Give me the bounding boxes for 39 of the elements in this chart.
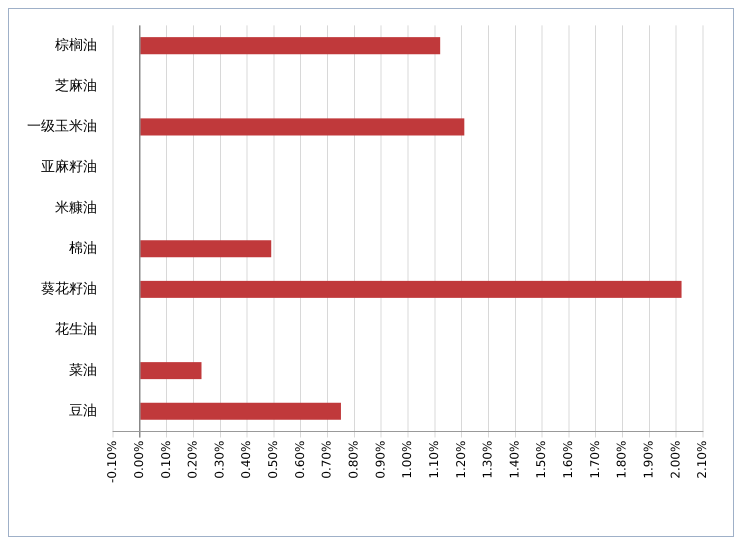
x-tick-label: 1.70% [588,440,602,479]
x-tick-label: 1.20% [454,440,468,479]
x-tick-label: 1.40% [507,440,522,479]
bar [140,240,272,258]
y-tick-label: 棉油 [69,240,97,256]
y-tick-label: 一级玉米油 [27,118,97,135]
bar [140,402,341,420]
y-tick-label: 芝麻油 [55,78,97,94]
y-tick-label: 花生油 [55,322,97,338]
y-tick-label: 豆油 [69,402,97,419]
x-tick-label: 0.50% [266,440,280,479]
x-tick-label: 1.80% [614,440,629,479]
x-tick-label: 1.90% [641,440,656,479]
bar [140,362,202,380]
x-tick-label: 0.90% [373,440,388,479]
x-tick-label: 0.00% [132,440,146,479]
x-tick-label: 0.80% [346,440,360,479]
y-tick-label: 菜油 [69,362,97,378]
x-tick-label: 0.20% [186,440,200,479]
bar [140,280,682,298]
x-tick-label: 1.60% [561,440,576,479]
x-tick-label: 2.10% [695,440,710,479]
x-tick-label: 1.00% [400,440,414,479]
x-tick-label: 0.40% [239,440,254,479]
y-tick-label: 棕榈油 [55,37,97,54]
y-tick-label: 葵花籽油 [41,281,97,298]
bar [140,118,464,136]
x-tick-label: 1.50% [534,440,548,479]
x-tick-label: 0.10% [158,440,173,479]
x-tick-label: 1.10% [426,440,441,479]
x-tick-label: 2.00% [668,440,682,479]
x-tick-label: 0.30% [212,440,226,479]
x-tick-label: -0.10% [105,440,120,483]
y-tick-label: 米糠油 [55,200,97,216]
x-tick-label: 1.30% [480,440,495,479]
x-tick-label: 0.60% [292,440,307,479]
y-tick-label: 亚麻籽油 [41,159,97,176]
bar [140,37,440,54]
x-tick-label: 0.70% [320,440,334,479]
